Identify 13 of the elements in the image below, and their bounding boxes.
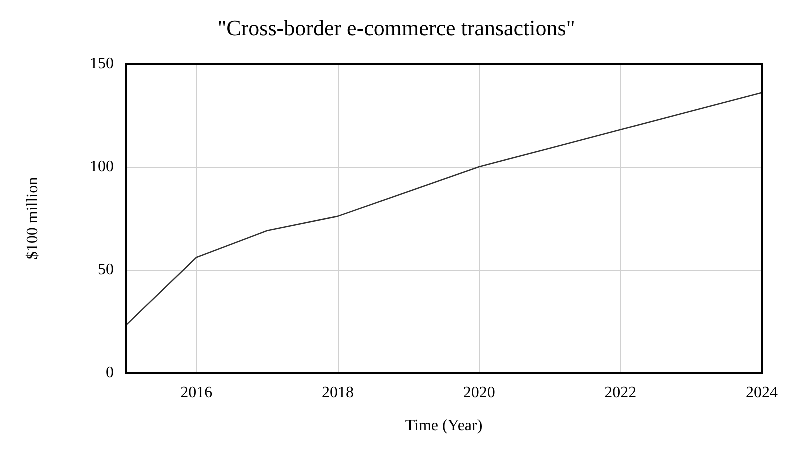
x-tick-label: 2024 bbox=[746, 384, 778, 402]
y-tick-label: 50 bbox=[98, 262, 114, 278]
x-axis-title: Time (Year) bbox=[405, 418, 483, 434]
x-tick-label: 2018 bbox=[322, 384, 354, 402]
x-tick-label: 2020 bbox=[463, 384, 496, 402]
y-axis-title: $100 million bbox=[24, 177, 42, 260]
line-series bbox=[125, 92, 763, 326]
x-tick-label: 2022 bbox=[604, 384, 637, 402]
y-tick-label: 150 bbox=[90, 56, 114, 72]
x-tick-label: 2016 bbox=[180, 384, 213, 402]
y-tick-label: 0 bbox=[106, 364, 114, 382]
chart-title: "Cross-border e-commerce transactions" bbox=[218, 16, 576, 40]
y-tick-label: 100 bbox=[90, 158, 114, 176]
